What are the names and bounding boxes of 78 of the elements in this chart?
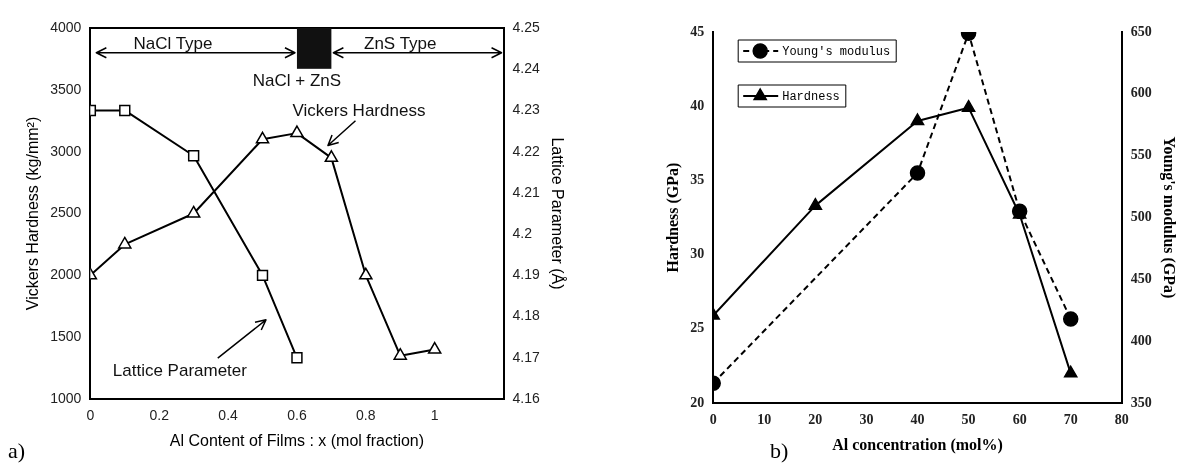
text: b) [770, 438, 789, 464]
point [1063, 365, 1078, 378]
point [961, 99, 976, 112]
y-tick-label: 25 [690, 320, 705, 336]
x-tick-label: 0 [86, 407, 95, 424]
y-tick-label: 35 [690, 172, 705, 188]
x-tick-label: 50 [961, 412, 976, 428]
y-tick-label: 3000 [50, 142, 82, 159]
point [910, 113, 925, 126]
x-tick-label: 0.8 [356, 407, 376, 424]
y-tick-label: 2000 [50, 266, 82, 283]
y2-tick-label: 600 [1130, 85, 1152, 101]
point [359, 267, 373, 280]
y-tick-label: 40 [690, 97, 705, 113]
point [1062, 311, 1079, 327]
y2-tick-label: 500 [1130, 209, 1152, 225]
y2-tick-label: 4.16 [512, 389, 541, 406]
x-tick-label: 0.6 [287, 407, 307, 424]
point [256, 269, 269, 282]
point [119, 104, 131, 117]
y-tick-label: 20 [690, 394, 705, 410]
y2-tick-label: 4.21 [512, 183, 541, 200]
annotation: NaCl Type [133, 33, 213, 53]
y2-tick-label: 450 [1130, 270, 1152, 286]
y2-tick-label: 4.25 [512, 18, 541, 35]
point [255, 131, 270, 144]
point [393, 347, 408, 360]
y-tick-label: 4000 [50, 18, 82, 35]
point [186, 205, 201, 218]
y2-tick-label: 550 [1130, 147, 1152, 163]
point [290, 125, 304, 138]
point [324, 150, 339, 163]
y-axis-title: Hardness (GPa) [663, 162, 682, 273]
point [427, 341, 442, 354]
y2-tick-label: 400 [1130, 332, 1152, 348]
y2-axis-title: Young's modulus (GPa) [1160, 136, 1179, 299]
x-tick-label: 40 [910, 412, 925, 428]
x-tick-label: 60 [1012, 412, 1027, 428]
point [808, 197, 823, 210]
y-tick-label: 1000 [50, 389, 82, 406]
point [117, 236, 132, 249]
series-label: Vickers Hardness [292, 100, 426, 120]
y2-tick-label: 4.17 [512, 348, 541, 365]
annotation: ZnS Type [364, 33, 437, 53]
x-tick-label: 30 [859, 412, 874, 428]
y-tick-label: 45 [690, 23, 705, 39]
point [909, 165, 926, 181]
legend-label: Young's modulus [782, 45, 891, 60]
x-tick-label: 0.2 [149, 407, 170, 424]
y2-tick-label: 350 [1130, 394, 1152, 410]
x-axis-title: Al Content of Films : x (mol fraction) [169, 431, 425, 449]
y-axis-title: Vickers Hardness (kg/mm²) [24, 116, 42, 311]
point [187, 150, 200, 162]
x-axis-title: Al concentration (mol%) [832, 435, 1003, 454]
x-tick-label: 10 [757, 412, 772, 428]
x-tick-label: 1 [430, 407, 439, 424]
y2-tick-label: 4.23 [512, 101, 541, 118]
legend-label: Lattice Parameter [112, 361, 248, 381]
y-tick-label: 3500 [50, 80, 82, 97]
y-tick-label: 1500 [50, 328, 82, 345]
point [291, 352, 303, 364]
text: a) [8, 438, 26, 464]
x-tick-label: 0.4 [218, 407, 239, 424]
x-tick-label: 80 [1114, 412, 1129, 428]
y2-tick-label: 4.2 [512, 224, 533, 241]
annotation: NaCl + ZnS [252, 70, 342, 90]
x-tick-label: 0 [709, 412, 717, 428]
y-tick-label: 30 [690, 246, 705, 262]
x-tick-label: 70 [1063, 412, 1078, 428]
y2-tick-label: 4.24 [512, 60, 541, 77]
y2-tick-label: 4.18 [512, 307, 541, 324]
y2-tick-label: 4.19 [512, 266, 541, 283]
legend-label: Hardness [782, 90, 840, 105]
y2-tick-label: 4.22 [512, 142, 541, 159]
y2-tick-label: 650 [1130, 23, 1152, 39]
x-tick-label: 20 [808, 412, 823, 428]
y2-axis-title: Lattice Parameter (Å) [548, 137, 567, 290]
y-tick-label: 2500 [50, 204, 82, 221]
